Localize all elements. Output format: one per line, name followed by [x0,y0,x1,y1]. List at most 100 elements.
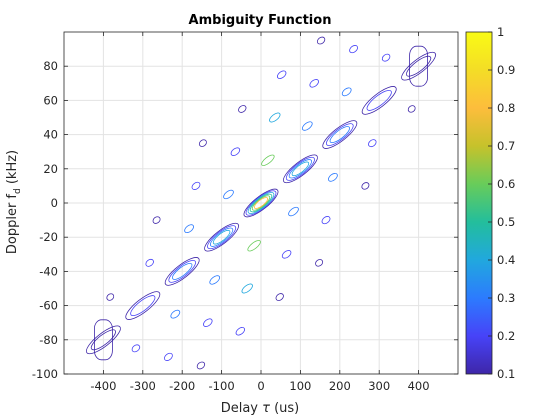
contour-layer [85,36,437,370]
colorbar-tick-label: 0.4 [497,253,515,267]
x-tick-label: -300 [130,379,156,393]
y-axis-label: Doppler fd (kHz) [5,150,23,254]
sidelobe-contour [145,258,154,267]
sidelobe-contour [152,216,161,224]
y-tick-label: -40 [39,264,58,278]
sidelobe-contour [198,139,207,147]
peak-contour [125,291,161,320]
y-tick-label: 40 [43,128,58,142]
y-tick-label: 20 [43,162,58,176]
colorbar-tick-label: 0.5 [497,215,515,229]
colorbar-tick-label: 0.1 [497,367,515,381]
y-tick-label: -60 [39,299,58,313]
peak-contour [204,222,240,252]
x-tick-label: -100 [209,379,235,393]
colorbar-tick-label: 1 [497,25,504,39]
x-tick-label: 100 [289,379,311,393]
peak-contour [406,55,432,77]
y-tick-label: -80 [39,333,58,347]
y-axis-label-subscript: d [13,188,23,194]
sidelobe-contour [203,318,213,327]
sidelobe-contour [223,189,234,200]
sidelobe-contour [230,147,241,156]
peak-contour [209,227,234,247]
peak-contour [247,192,275,214]
sidelobe-contour [106,293,115,301]
sidelobe-contour [241,283,253,294]
sidelobe-contour [131,344,141,353]
sidelobe-contour [276,70,287,79]
x-tick-label: 0 [257,379,264,393]
sidelobe-contour [309,79,319,88]
peak-contour [361,86,397,115]
peak-contour [168,260,196,283]
peak-contour [401,51,437,81]
peak-contour [285,156,315,181]
colorbar-bar [465,31,493,375]
x-tick-label: -200 [169,379,195,393]
peak-contour [207,225,237,250]
sidelobe-contour [301,121,313,131]
sidelobe-contour [275,293,284,301]
peak-contour [326,123,354,146]
peak-contour [243,188,279,218]
sidelobe-contour [170,309,181,319]
y-tick-label: 80 [43,59,58,73]
sidelobe-contour [349,45,359,54]
sidelobe-contour [316,36,326,45]
x-axis-label-symbol: τ [262,401,270,416]
peak-contour [329,126,350,144]
sidelobe-contour [184,224,194,234]
sidelobe-contour [381,53,391,62]
sidelobe-contour [281,250,292,259]
x-axis-label-suffix: (us) [270,401,299,416]
edge-contour [94,319,113,361]
colorbar-tick-label: 0.9 [497,63,515,77]
peak-contour [253,197,269,209]
y-axis-label-main: Doppler f [5,194,20,255]
peak-contour [212,229,231,245]
colorbar-tick-label: 0.8 [497,101,515,115]
peak-contour [164,257,200,286]
x-axis-ticks: -400 -300 -200 -100 0 100 200 300 400 [90,32,430,393]
peak-contour [245,190,277,216]
y-tick-label: -20 [39,230,58,244]
peak-contour [322,120,358,149]
sidelobe-contour [209,275,221,285]
colorbar-tick-label: 0.7 [497,139,515,153]
peak-contour [366,90,392,111]
sidelobe-contour [321,216,331,225]
chart-title: Ambiguity Function [189,13,332,28]
sidelobe-contour [407,105,416,113]
sidelobe-contour [328,172,338,182]
colorbar-tick-label: 0.6 [497,177,515,191]
colorbar-tick-label: 0.3 [497,291,515,305]
sidelobe-contour [269,112,281,123]
y-axis-label-suffix: (kHz) [5,150,20,188]
y-axis-ticks: -100 -80 -60 -40 -20 0 20 40 60 80 [32,59,458,381]
x-tick-label: -400 [90,379,116,393]
x-tick-label: 300 [368,379,390,393]
peak-contour [249,193,273,213]
peak-contour [251,195,271,211]
sidelobe-contour [196,361,206,370]
peak-contour [85,325,121,355]
peak-contour [90,329,116,351]
peak-contour [291,161,310,177]
y-tick-label: -100 [32,367,58,381]
y-tick-label: 60 [43,93,58,107]
x-tick-label: 400 [408,379,430,393]
sidelobe-contour [238,105,247,113]
sidelobe-contour [235,327,246,336]
colorbar-tick-label: 0.2 [497,329,515,343]
peak-contour [172,262,193,280]
sidelobe-contour [361,182,370,190]
x-tick-label: 200 [329,379,351,393]
sidelobe-contour [247,240,261,252]
sidelobe-contour [341,87,352,97]
peak-contour [130,295,156,316]
sidelobe-contour [191,181,201,190]
x-axis-label-prefix: Delay [221,401,262,416]
sidelobe-contour [261,154,275,166]
